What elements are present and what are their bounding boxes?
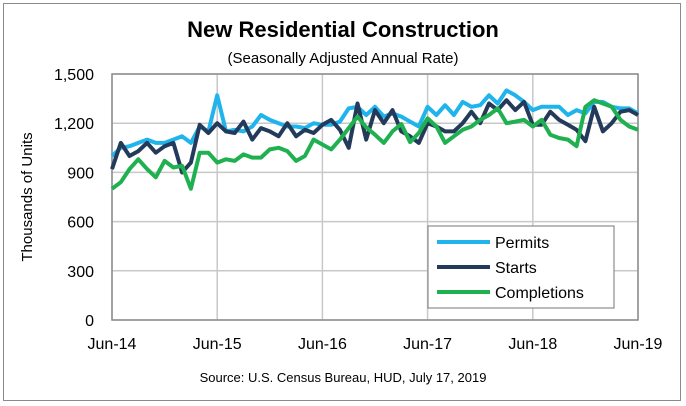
plot-area-border [111, 73, 639, 321]
y-tick-label: 900 [67, 165, 94, 182]
y-tick-label: 1,500 [54, 67, 94, 84]
y-tick-label: 600 [67, 215, 94, 232]
legend-label-starts: Starts [495, 260, 537, 277]
legend-label-permits: Permits [495, 235, 549, 252]
x-tick-label: Jun-17 [403, 336, 452, 353]
chart-frame [3, 3, 681, 401]
series-line-completions [110, 98, 639, 191]
chart-subtitle: (Seasonally Adjusted Annual Rate) [228, 50, 459, 67]
x-tick-label: Jun-16 [298, 336, 347, 353]
chart-title: New Residential Construction [187, 17, 499, 42]
x-tick-label: Jun-19 [614, 336, 663, 353]
series-line-starts [110, 98, 639, 175]
y-tick-label: 1,200 [54, 116, 94, 133]
y-tick-label: 300 [67, 264, 94, 281]
x-tick-label: Jun-14 [88, 336, 137, 353]
y-tick-label: 0 [85, 313, 94, 330]
x-tick-label: Jun-18 [508, 336, 557, 353]
y-axis-label: Thousands of Units [19, 132, 36, 261]
x-tick-label: Jun-15 [193, 336, 242, 353]
source-note: Source: U.S. Census Bureau, HUD, July 17… [200, 370, 487, 385]
legend-label-completions: Completions [495, 285, 584, 302]
